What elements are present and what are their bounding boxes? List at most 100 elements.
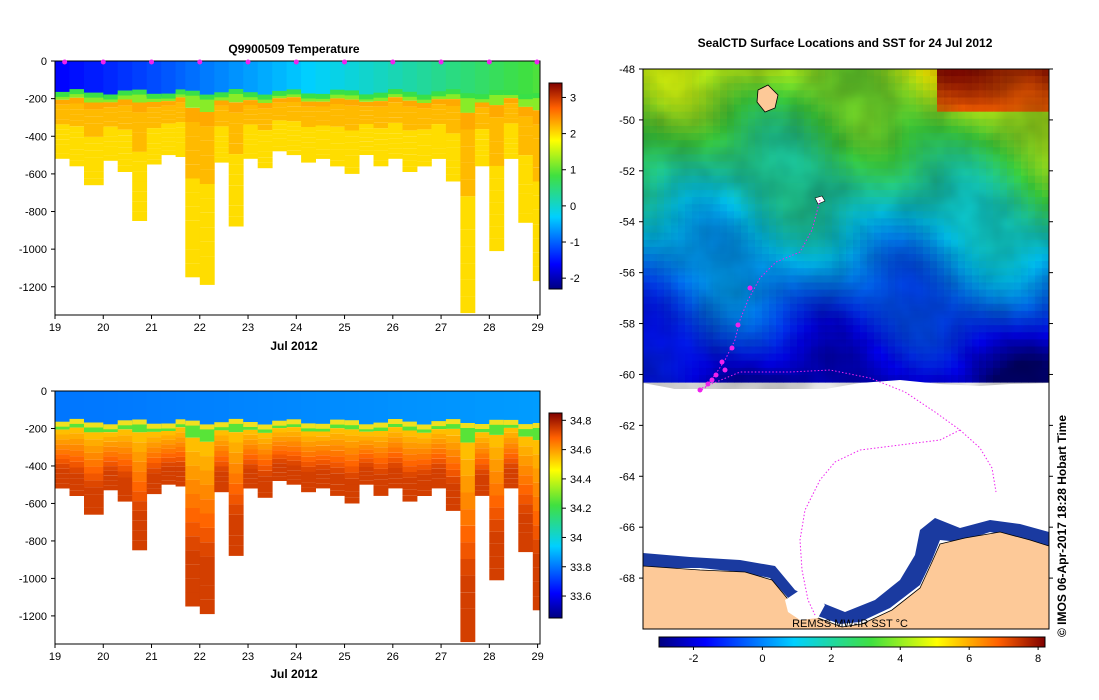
temperature-cell	[503, 108, 519, 114]
temperature-cell	[388, 61, 403, 93]
temperature-cell	[161, 114, 177, 120]
salinity-cell	[84, 480, 104, 488]
salinity-cell	[272, 476, 288, 481]
temperature-cell	[243, 129, 259, 135]
temperature-cell	[55, 139, 70, 145]
temperature-cell	[301, 101, 316, 107]
salinity-cell	[416, 438, 432, 444]
salinity-cell	[330, 439, 345, 446]
salinity-cell	[69, 467, 85, 474]
salinity-cell	[228, 514, 244, 525]
salinity-cell	[185, 437, 201, 452]
temperature-cell	[388, 128, 403, 134]
thermocline-band	[117, 420, 133, 426]
temperature-cell	[257, 157, 273, 163]
salinity-cell	[175, 481, 186, 487]
temperature-cell	[228, 174, 244, 186]
salinity-cell	[489, 422, 505, 435]
salinity-cell	[243, 478, 259, 484]
salinity-cell	[117, 447, 133, 454]
salinity-cell	[402, 483, 418, 490]
salinity-cell	[185, 494, 201, 509]
temperature-cell	[445, 112, 461, 120]
temperature-cell	[199, 140, 215, 156]
y-tick-label: -800	[25, 207, 47, 219]
salinity-cell	[301, 451, 316, 457]
temperature-cell	[431, 109, 447, 115]
temperature-cell	[489, 226, 505, 239]
salinity-cell	[416, 485, 432, 491]
temperature-cell	[518, 193, 534, 204]
temperature-cell	[185, 61, 201, 94]
temperature-cell	[199, 212, 215, 228]
temperature-cell	[286, 150, 302, 156]
thermocline-band	[518, 94, 534, 100]
temperature-cell	[373, 117, 389, 123]
salinity-cell	[103, 391, 119, 428]
profile-marker	[149, 59, 155, 65]
salinity-cell	[185, 479, 201, 494]
salinity-cell	[474, 464, 490, 470]
salinity-cell	[388, 422, 403, 428]
salinity-cell	[214, 445, 230, 451]
temperature-cell	[315, 116, 331, 121]
salinity-cell	[315, 460, 331, 465]
temperature-cell	[55, 124, 70, 130]
thermocline-band	[84, 92, 104, 98]
temperature-cell	[503, 118, 519, 124]
salinity-cell	[103, 466, 119, 471]
temperature-cell	[503, 113, 519, 119]
temperature-cell	[132, 171, 148, 182]
salinity-cell	[416, 464, 432, 470]
temperature-cell	[214, 152, 230, 158]
salinity-cell	[359, 391, 374, 428]
temperature-cell	[132, 142, 148, 152]
temperature-cell	[518, 106, 534, 117]
salinity-cell	[175, 427, 186, 433]
temperature-cell	[330, 61, 345, 93]
salinity-cell	[243, 425, 259, 430]
temperature-cell	[388, 122, 403, 128]
salinity-cell	[243, 459, 259, 465]
temperature-cell	[503, 138, 519, 144]
salinity-cell	[445, 463, 461, 470]
salinity-cell	[257, 438, 273, 444]
salinity-cell	[272, 441, 288, 446]
temperature-cell	[117, 123, 133, 130]
x-tick-label: 25	[338, 322, 350, 334]
temperature-cell	[69, 143, 85, 150]
salinity-cell	[161, 466, 177, 472]
temperature-cell	[214, 95, 230, 101]
salinity-cell	[175, 466, 186, 472]
temperature-cell	[272, 142, 288, 147]
salinity-cell	[214, 471, 230, 477]
salinity-cell	[344, 454, 360, 461]
temperature-cell	[69, 109, 85, 115]
salinity-cell	[402, 436, 418, 443]
salinity-cell	[402, 424, 418, 431]
salinity-cell	[402, 489, 418, 496]
salinity-cell	[532, 391, 541, 426]
salinity-cell	[286, 451, 302, 456]
temperature-cell	[228, 61, 244, 92]
salinity-cell	[359, 480, 374, 485]
temperature-cell	[257, 141, 273, 147]
salinity-cell	[84, 432, 104, 440]
salinity-cell	[286, 431, 302, 437]
temperature-cell	[373, 122, 389, 129]
salinity-cell	[532, 581, 541, 597]
temperature-cell	[84, 136, 104, 144]
temperature-cell	[503, 61, 519, 93]
temperature-cell	[532, 124, 541, 139]
temperature-cell	[228, 123, 244, 134]
thermocline-band	[359, 424, 374, 430]
salinity-cell	[402, 495, 418, 502]
temperature-cell	[402, 130, 418, 137]
thermocline-band	[146, 423, 162, 429]
temperature-cell	[175, 117, 186, 123]
salinity-cell	[359, 462, 374, 467]
temperature-cell	[402, 94, 418, 101]
salinity-cell	[175, 432, 186, 438]
salinity-cell	[503, 448, 519, 454]
temperature-cell	[359, 110, 374, 116]
